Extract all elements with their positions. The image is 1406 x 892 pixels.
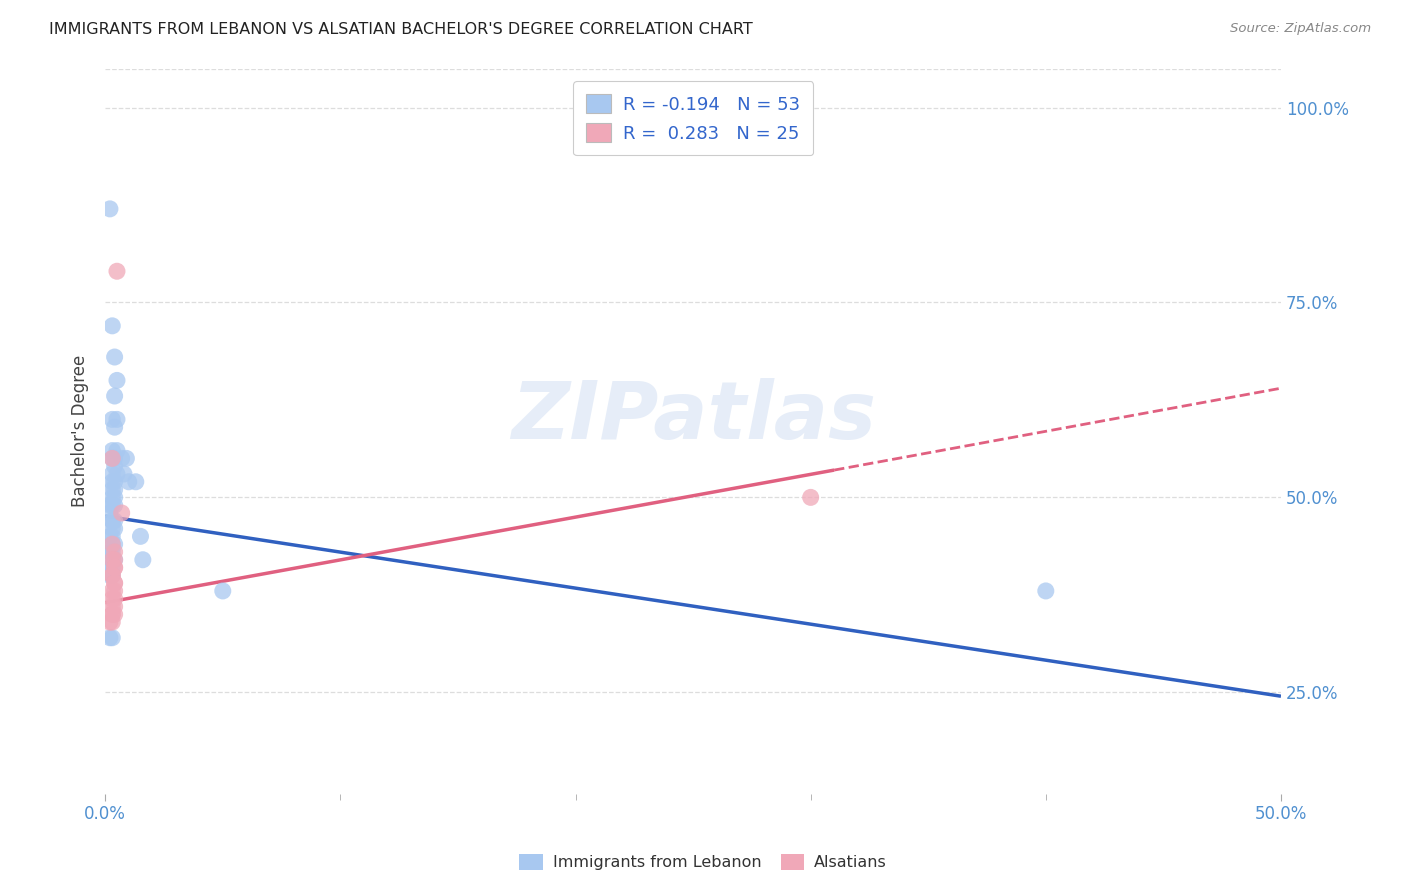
- Point: [104, 475, 127, 489]
- Point: [104, 607, 127, 622]
- Point: [101, 467, 124, 481]
- Legend: Immigrants from Lebanon, Alsatians: Immigrants from Lebanon, Alsatians: [513, 847, 893, 877]
- Point: [125, 475, 148, 489]
- Point: [104, 583, 127, 598]
- Point: [104, 560, 127, 574]
- Point: [105, 412, 128, 426]
- Point: [98, 560, 121, 574]
- Point: [104, 553, 127, 567]
- Point: [101, 498, 124, 512]
- Point: [98, 498, 121, 512]
- Point: [98, 568, 121, 582]
- Point: [105, 373, 128, 387]
- Point: [115, 451, 138, 466]
- Point: [98, 545, 121, 559]
- Point: [101, 451, 124, 466]
- Point: [104, 459, 127, 474]
- Point: [101, 412, 124, 426]
- Point: [98, 529, 121, 543]
- Point: [118, 475, 141, 489]
- Y-axis label: Bachelor's Degree: Bachelor's Degree: [72, 355, 89, 508]
- Point: [105, 264, 128, 278]
- Point: [104, 522, 127, 536]
- Point: [98, 506, 121, 520]
- Point: [101, 553, 124, 567]
- Point: [800, 491, 823, 505]
- Point: [101, 615, 124, 629]
- Point: [101, 553, 124, 567]
- Point: [104, 553, 127, 567]
- Point: [101, 568, 124, 582]
- Point: [104, 514, 127, 528]
- Text: ZIPatlas: ZIPatlas: [510, 377, 876, 456]
- Point: [104, 498, 127, 512]
- Point: [98, 615, 121, 629]
- Point: [129, 529, 152, 543]
- Point: [104, 420, 127, 434]
- Point: [111, 506, 134, 520]
- Point: [105, 467, 128, 481]
- Point: [101, 545, 124, 559]
- Point: [104, 491, 127, 505]
- Point: [101, 560, 124, 574]
- Point: [104, 560, 127, 574]
- Point: [101, 514, 124, 528]
- Point: [104, 451, 127, 466]
- Point: [104, 576, 127, 591]
- Point: [101, 568, 124, 582]
- Point: [101, 318, 124, 333]
- Point: [101, 537, 124, 551]
- Point: [104, 591, 127, 606]
- Point: [101, 529, 124, 543]
- Point: [104, 350, 127, 364]
- Point: [101, 568, 124, 582]
- Point: [104, 389, 127, 403]
- Point: [98, 202, 121, 216]
- Point: [101, 475, 124, 489]
- Point: [104, 576, 127, 591]
- Point: [101, 522, 124, 536]
- Point: [101, 599, 124, 614]
- Point: [112, 467, 135, 481]
- Point: [101, 537, 124, 551]
- Point: [101, 591, 124, 606]
- Point: [101, 483, 124, 497]
- Point: [101, 631, 124, 645]
- Point: [111, 451, 134, 466]
- Text: Source: ZipAtlas.com: Source: ZipAtlas.com: [1230, 22, 1371, 36]
- Point: [105, 443, 128, 458]
- Point: [104, 537, 127, 551]
- Point: [104, 545, 127, 559]
- Legend: R = -0.194   N = 53, R =  0.283   N = 25: R = -0.194 N = 53, R = 0.283 N = 25: [572, 81, 813, 155]
- Point: [98, 545, 121, 559]
- Point: [132, 553, 155, 567]
- Point: [104, 599, 127, 614]
- Point: [101, 514, 124, 528]
- Point: [211, 583, 233, 598]
- Point: [101, 443, 124, 458]
- Point: [101, 607, 124, 622]
- Text: IMMIGRANTS FROM LEBANON VS ALSATIAN BACHELOR'S DEGREE CORRELATION CHART: IMMIGRANTS FROM LEBANON VS ALSATIAN BACH…: [49, 22, 754, 37]
- Point: [104, 483, 127, 497]
- Point: [101, 607, 124, 622]
- Point: [101, 583, 124, 598]
- Point: [101, 451, 124, 466]
- Point: [1035, 583, 1057, 598]
- Point: [98, 631, 121, 645]
- Point: [101, 491, 124, 505]
